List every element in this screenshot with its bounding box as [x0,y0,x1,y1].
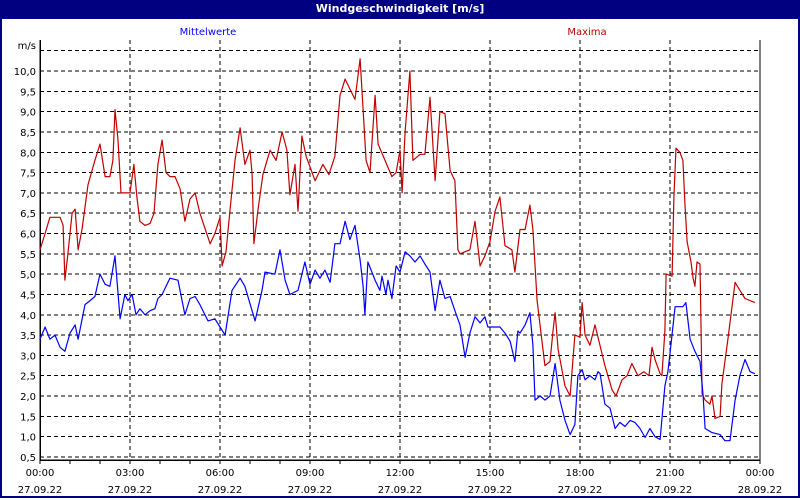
series-lines [39,58,756,442]
y-tick-label: 5,0 [20,270,36,281]
y-tick-label: 8,0 [20,148,36,159]
x-tick-time: 12:00 [386,468,415,479]
y-tick-label: 1,5 [20,412,36,423]
window-title: Windgeschwindigkeit [m/s] [0,0,800,19]
y-tick-label: 6,0 [20,230,36,241]
x-tick-date: 27.09.22 [198,485,243,496]
axes [39,40,761,464]
y-tick-label: 6,5 [20,209,36,220]
labels: 00:00 27.09.22 03:00 27.09.22 06:00 27.09.22 0… [14,27,783,496]
x-tick-time: 03:00 [116,468,145,479]
series-line-mittelwerte [39,220,756,442]
y-tick-label: 3,0 [20,351,36,362]
y-axis-unit: m/s [18,41,36,52]
series-line-maxima [39,58,756,419]
y-tick-label: 2,5 [20,372,36,383]
x-tick-time: 00:00 [746,468,775,479]
y-tick-label: 7,5 [20,169,36,180]
y-tick-label: 9,0 [20,108,36,119]
y-tick-label: 8,5 [20,128,36,139]
y-tick-label: 4,5 [20,290,36,301]
y-tick-label: 3,5 [20,331,36,342]
x-tick-date: 27.09.22 [108,485,153,496]
y-tick-label: 1,0 [20,433,36,444]
x-tick-time: 15:00 [476,468,505,479]
x-tick-time: 06:00 [206,468,235,479]
legend-mittelwerte: Mittelwerte [180,27,237,38]
x-tick-date: 27.09.22 [468,485,513,496]
y-tick-label: 4,0 [20,311,36,322]
x-tick-date: 27.09.22 [648,485,693,496]
y-tick-label: 0,5 [20,453,36,464]
x-tick-date: 27.09.22 [378,485,423,496]
legend-maxima: Maxima [567,27,606,38]
x-tick-time: 18:00 [566,468,595,479]
y-tick-label: 5,5 [20,250,36,261]
x-tick-date: 27.09.22 [18,485,63,496]
x-tick-time: 09:00 [296,468,325,479]
x-tick-date: 28.09.22 [738,485,783,496]
x-tick-date: 27.09.22 [288,485,333,496]
x-tick-time: 21:00 [656,468,685,479]
x-tick-time: 00:00 [26,468,55,479]
y-tick-label: 2,0 [20,392,36,403]
x-tick-date: 27.09.22 [558,485,603,496]
y-tick-label: 10,0 [14,67,36,78]
grid [40,40,760,460]
y-tick-label: 9,5 [20,87,36,98]
y-tick-label: 7,0 [20,189,36,200]
